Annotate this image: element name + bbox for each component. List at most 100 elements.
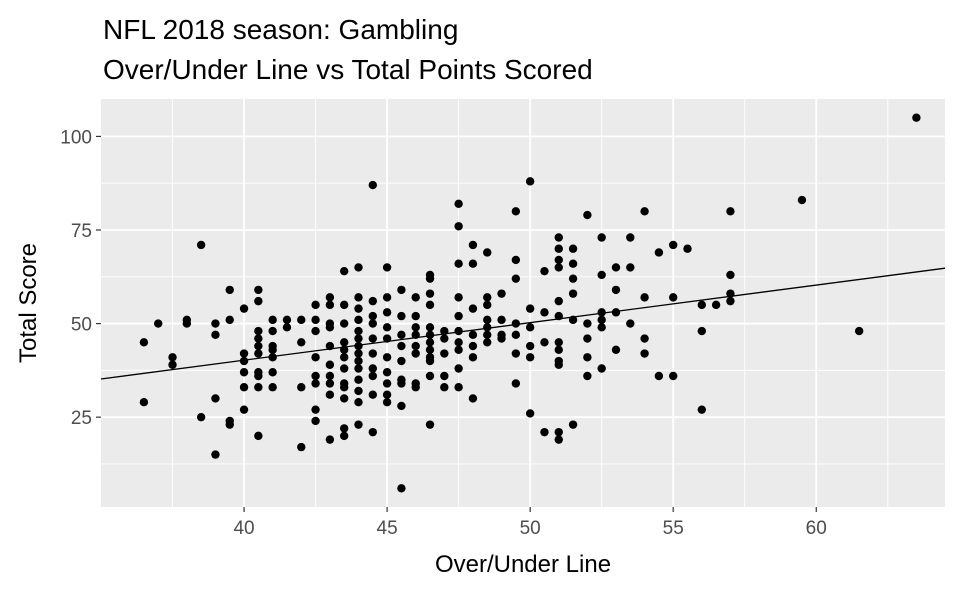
data-point <box>397 330 406 340</box>
data-point <box>468 240 478 250</box>
data-point <box>239 356 249 366</box>
data-point <box>583 319 592 328</box>
data-point <box>454 222 463 231</box>
data-point <box>554 263 563 272</box>
data-point <box>697 300 707 310</box>
data-point <box>311 416 320 426</box>
data-point <box>511 330 521 340</box>
data-point <box>239 349 249 358</box>
data-point <box>554 338 563 347</box>
data-point <box>425 289 435 298</box>
data-point <box>239 405 249 414</box>
data-point <box>912 113 921 122</box>
data-point <box>268 383 277 392</box>
data-point <box>339 424 349 433</box>
data-point <box>468 304 478 313</box>
data-point <box>354 375 363 384</box>
data-point <box>354 420 363 429</box>
data-point <box>726 207 735 216</box>
data-point <box>368 319 377 328</box>
data-point <box>797 195 807 205</box>
data-point <box>626 233 635 242</box>
data-point <box>711 300 721 310</box>
data-point <box>368 334 377 343</box>
data-point <box>597 364 606 373</box>
data-point <box>669 293 678 302</box>
data-point <box>497 315 506 325</box>
data-point <box>382 353 392 362</box>
data-point <box>368 296 377 306</box>
data-point <box>454 259 463 268</box>
data-point <box>397 401 406 411</box>
data-point <box>525 323 535 332</box>
data-point <box>583 210 592 220</box>
data-point <box>425 420 435 429</box>
data-point <box>354 386 363 396</box>
data-point <box>354 304 363 313</box>
data-point <box>697 326 707 336</box>
data-point <box>211 330 220 340</box>
data-point <box>726 296 735 306</box>
data-point <box>339 431 349 441</box>
trend-line-group <box>100 267 946 380</box>
data-point <box>554 233 563 242</box>
axis-tick-labels: 40 45 50 55 60 25 50 75 100 <box>60 127 827 539</box>
data-point <box>411 341 420 351</box>
data-point <box>483 315 492 325</box>
data-point <box>254 371 263 381</box>
data-point <box>311 300 320 310</box>
data-point <box>583 353 592 362</box>
data-point <box>568 274 578 283</box>
plot-panel <box>101 99 945 507</box>
data-point <box>282 315 292 325</box>
data-point <box>254 326 263 336</box>
data-point <box>425 274 435 283</box>
data-point <box>368 349 377 358</box>
data-point <box>540 427 549 437</box>
data-point <box>497 289 506 298</box>
chart-title-line-1: NFL 2018 season: Gambling <box>103 14 458 45</box>
data-point <box>254 383 263 392</box>
data-point <box>583 371 592 381</box>
data-point <box>354 293 363 302</box>
data-point <box>339 353 349 362</box>
data-point <box>311 353 320 362</box>
data-point <box>440 334 449 343</box>
data-point <box>554 360 563 369</box>
data-point <box>325 300 335 310</box>
data-point <box>425 338 435 347</box>
data-point <box>597 233 606 242</box>
data-point <box>669 371 678 381</box>
data-point <box>568 289 578 298</box>
data-point <box>468 353 478 362</box>
data-point <box>311 379 320 388</box>
data-point <box>368 390 377 399</box>
data-point <box>454 383 463 392</box>
data-point <box>483 338 492 347</box>
data-point <box>154 319 163 328</box>
x-tick-label: 45 <box>377 518 398 539</box>
x-tick-label: 50 <box>520 518 541 539</box>
data-point <box>354 334 363 343</box>
data-point <box>382 323 392 332</box>
data-point <box>368 427 377 437</box>
data-point <box>483 300 492 310</box>
x-tick-label: 55 <box>663 518 684 539</box>
x-tick-label: 40 <box>233 518 254 539</box>
data-point <box>697 405 707 414</box>
chart-title-line-2: Over/Under Line vs Total Points Scored <box>103 54 593 85</box>
data-point <box>511 349 521 358</box>
data-point <box>483 293 492 302</box>
data-point <box>468 330 478 340</box>
data-point <box>440 371 449 381</box>
data-point <box>454 199 463 209</box>
data-point <box>411 349 420 358</box>
data-point <box>196 240 206 250</box>
data-point <box>597 308 606 317</box>
data-point <box>268 368 277 377</box>
data-point <box>239 383 249 392</box>
data-point <box>325 390 335 399</box>
data-point <box>339 364 349 373</box>
data-point <box>254 285 263 295</box>
data-point <box>325 435 335 444</box>
